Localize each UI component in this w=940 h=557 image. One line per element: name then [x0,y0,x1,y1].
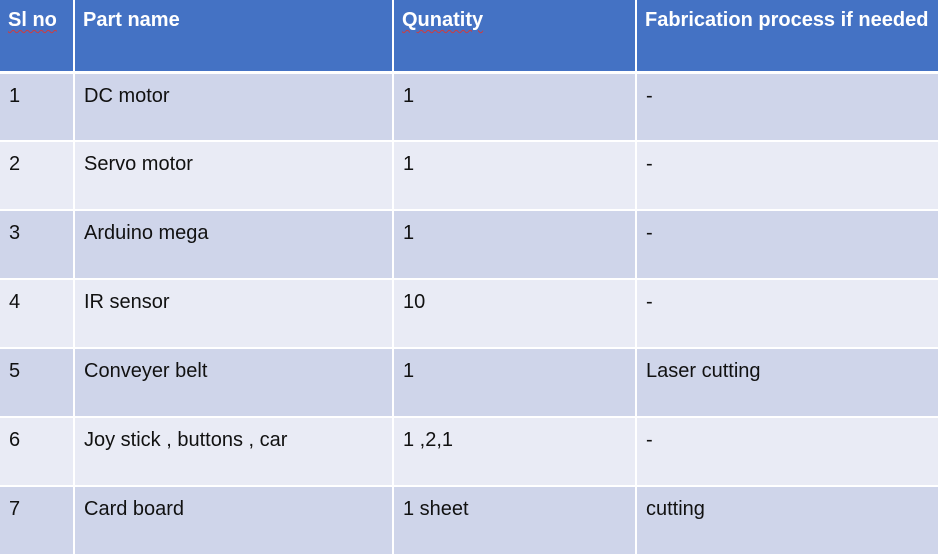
table-row: 7 Card board 1 sheet cutting [0,486,938,556]
table-body: 1 DC motor 1 - 2 Servo motor 1 - 3 Ardui… [0,72,938,556]
cell-quantity: 10 [393,279,637,349]
cell-part-name: Joy stick , buttons , car [74,417,394,487]
cell-sl-no: 4 [0,279,75,349]
cell-quantity: 1 [393,210,637,280]
cell-quantity: 1 sheet [393,486,637,556]
cell-sl-no: 6 [0,417,75,487]
cell-fabrication: cutting [636,486,938,556]
cell-sl-no: 5 [0,348,75,418]
table-row: 4 IR sensor 10 - [0,279,938,349]
table-row: 2 Servo motor 1 - [0,141,938,211]
table-row: 5 Conveyer belt 1 Laser cutting [0,348,938,418]
cell-fabrication: - [636,279,938,349]
cell-part-name: DC motor [74,72,394,142]
cell-sl-no: 7 [0,486,75,556]
header-part-name: Part name [74,0,394,74]
header-row: Sl no Part name Qunatity Fabrication pro… [0,0,938,74]
cell-fabrication: - [636,141,938,211]
cell-part-name: Card board [74,486,394,556]
header-quantity-label: Qunatity [402,9,484,31]
cell-fabrication: - [636,72,938,142]
cell-fabrication: Laser cutting [636,348,938,418]
header-sl-no-label: Sl no [8,9,57,31]
cell-quantity: 1 [393,348,637,418]
table-row: 1 DC motor 1 - [0,72,938,142]
cell-quantity: 1 ,2,1 [393,417,637,487]
cell-sl-no: 2 [0,141,75,211]
cell-part-name: IR sensor [74,279,394,349]
header-quantity: Qunatity [393,0,637,74]
header-sl-no: Sl no [0,0,75,74]
cell-fabrication: - [636,210,938,280]
table-row: 6 Joy stick , buttons , car 1 ,2,1 - [0,417,938,487]
table-row: 3 Arduino mega 1 - [0,210,938,280]
cell-quantity: 1 [393,141,637,211]
cell-part-name: Conveyer belt [74,348,394,418]
header-fabrication-process: Fabrication process if needed [636,0,938,74]
cell-fabrication: - [636,417,938,487]
cell-sl-no: 3 [0,210,75,280]
cell-part-name: Arduino mega [74,210,394,280]
cell-sl-no: 1 [0,72,75,142]
cell-quantity: 1 [393,72,637,142]
table-header: Sl no Part name Qunatity Fabrication pro… [0,0,938,74]
cell-part-name: Servo motor [74,141,394,211]
